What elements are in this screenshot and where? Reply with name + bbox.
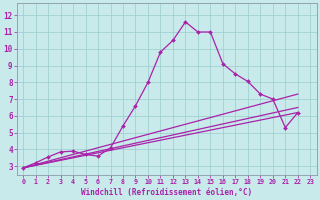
X-axis label: Windchill (Refroidissement éolien,°C): Windchill (Refroidissement éolien,°C) bbox=[81, 188, 252, 197]
